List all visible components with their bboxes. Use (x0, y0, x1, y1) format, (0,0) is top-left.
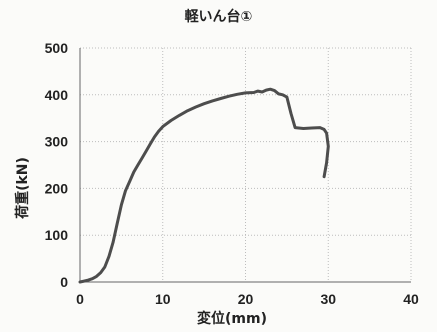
y-tick-label: 500 (45, 40, 69, 56)
y-tick-label: 300 (45, 134, 69, 150)
x-tick-label: 10 (155, 291, 171, 307)
y-axis-label: 荷重(kN) (15, 157, 31, 219)
x-tick-label: 40 (403, 291, 419, 307)
y-tick-label: 100 (45, 227, 69, 243)
y-tick-label: 0 (60, 274, 68, 290)
series-lines (78, 87, 330, 284)
axes (79, 48, 411, 283)
grid-lines (80, 47, 412, 282)
x-tick-label: 20 (238, 291, 254, 307)
tick-labels: 0 100 200 300 400 500 0 10 20 30 40 (45, 40, 419, 307)
y-tick-label: 200 (45, 180, 69, 196)
x-tick-label: 0 (76, 291, 84, 307)
series-line (78, 87, 330, 284)
y-tick-label: 400 (45, 87, 69, 103)
x-axis-label: 変位(mm) (197, 311, 267, 327)
x-tick-label: 30 (320, 291, 336, 307)
chart-title: 軽いん台① (184, 9, 253, 25)
